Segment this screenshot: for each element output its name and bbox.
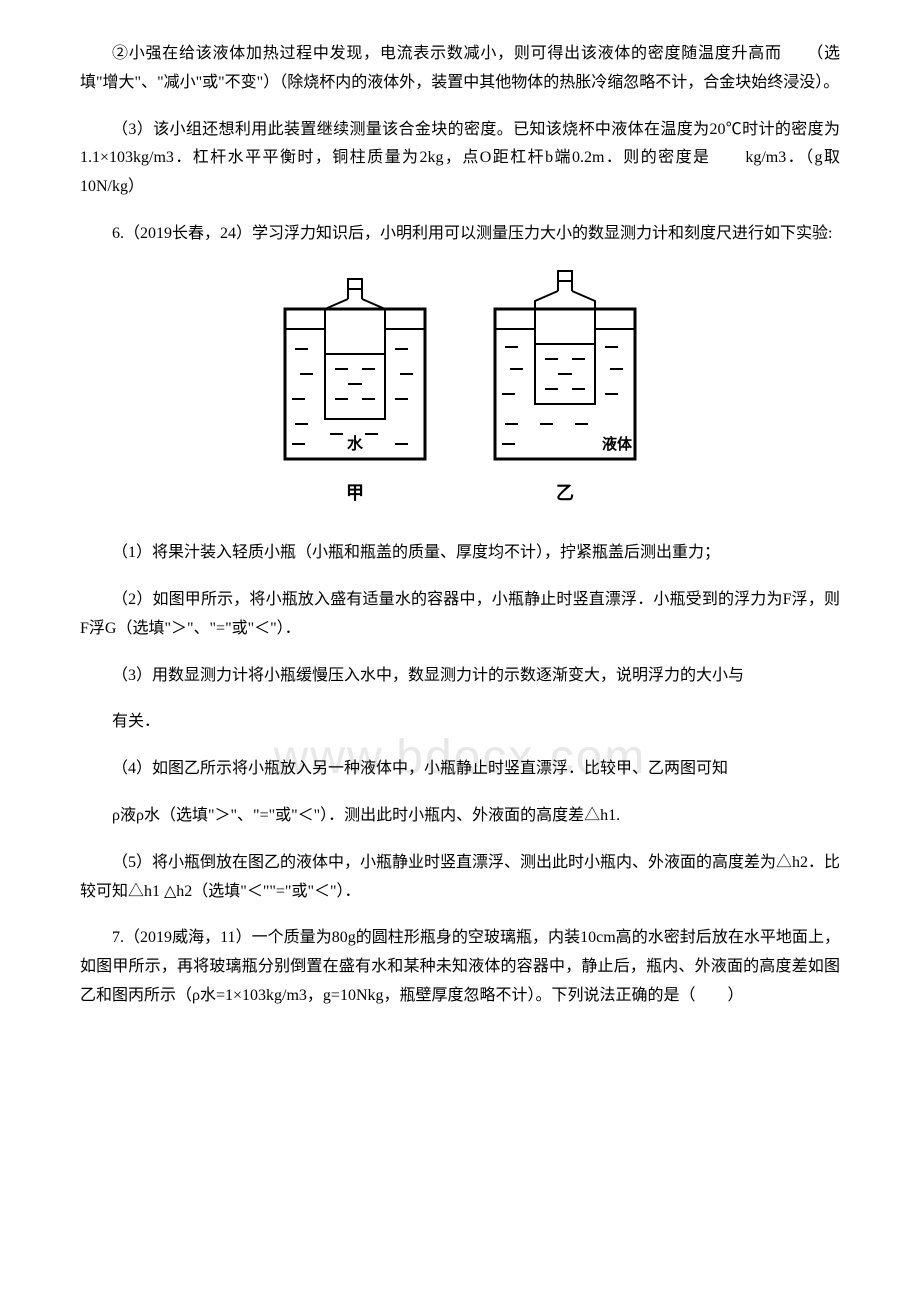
diagram-container: 水 甲 bbox=[80, 269, 840, 509]
paragraph-4: （1）将果汁装入轻质小瓶（小瓶和瓶盖的质量、厚度均不计），拧紧瓶盖后测出重力； bbox=[80, 539, 840, 568]
paragraph-1: ②小强在给该液体加热过程中发现，电流表示数减小，则可得出该液体的密度随温度升高而… bbox=[80, 40, 840, 98]
paragraph-11: 7.（2019威海，11）一个质量为80g的圆柱形瓶身的空玻璃瓶，内装10cm高… bbox=[80, 924, 840, 1010]
paragraph-9: ρ液ρ水（选填"＞"、"="或"＜"）．测出此时小瓶内、外液面的高度差△h1. bbox=[80, 802, 840, 831]
svg-text:水: 水 bbox=[347, 434, 364, 453]
paragraph-8: （4）如图乙所示将小瓶放入另一种液体中，小瓶静止时竖直漂浮．比较甲、乙两图可知 bbox=[80, 755, 840, 784]
paragraph-6: （3）用数显测力计将小瓶缓慢压入水中，数显测力计的示数逐渐变大，说明浮力的大小与 bbox=[80, 662, 840, 691]
diagram-yi-label: 乙 bbox=[556, 477, 574, 509]
diagram-yi-svg: 液体 bbox=[480, 269, 650, 469]
paragraph-3: 6.（2019长春，24）学习浮力知识后，小明利用可以测量压力大小的数显测力计和… bbox=[80, 220, 840, 249]
document-body: www.bdocx.com ②小强在给该液体加热过程中发现，电流表示数减小，则可… bbox=[80, 40, 840, 1011]
paragraph-10: （5）将小瓶倒放在图乙的液体中，小瓶静业时竖直漂浮、测出此时小瓶内、外液面的高度… bbox=[80, 849, 840, 907]
paragraph-7: 有关． bbox=[80, 708, 840, 737]
svg-text:液体: 液体 bbox=[602, 435, 633, 453]
diagram-jia-svg: 水 bbox=[270, 269, 440, 469]
paragraph-2: （3）该小组还想利用此装置继续测量该合金块的密度。已知该烧杯中液体在温度为20℃… bbox=[80, 116, 840, 202]
diagram-jia-label: 甲 bbox=[346, 477, 364, 509]
diagram-yi: 液体 乙 bbox=[480, 269, 650, 509]
diagram-jia: 水 甲 bbox=[270, 269, 440, 509]
paragraph-5: （2）如图甲所示，将小瓶放入盛有适量水的容器中，小瓶静止时竖直漂浮．小瓶受到的浮… bbox=[80, 586, 840, 644]
